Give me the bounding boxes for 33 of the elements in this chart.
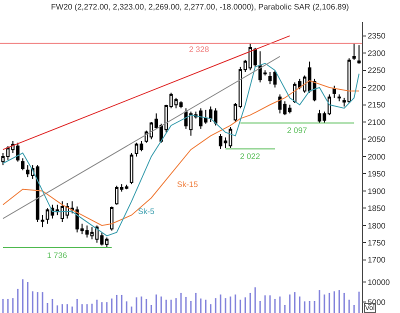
series-label: 2 097 <box>287 126 308 135</box>
candlestick <box>130 152 134 185</box>
y-tick-label: 1950 <box>368 170 386 179</box>
candlestick <box>332 85 336 98</box>
series-label: 2 022 <box>240 152 261 161</box>
y-tick-label: 2300 <box>368 48 386 58</box>
candlestick <box>357 44 361 64</box>
y-tick-label: 2000 <box>368 152 386 162</box>
candlestick <box>352 42 356 60</box>
line-series <box>2 62 360 236</box>
candlestick <box>40 214 44 228</box>
y-tick-label: 10000 <box>368 278 390 287</box>
y-tick-label: 1800 <box>368 221 386 230</box>
candlestick <box>268 72 272 85</box>
y-tick-label: 2250 <box>368 66 386 76</box>
y-tick-label: 1900 <box>368 186 386 196</box>
y-tick-label: 1700 <box>368 256 386 265</box>
series-label: Sk-15 <box>177 180 198 189</box>
candlestick <box>110 206 114 232</box>
y-tick-label: 2200 <box>368 83 386 92</box>
line-series <box>2 80 360 226</box>
ref-line-label: 2 328 <box>189 45 210 54</box>
y-tick-label: 2050 <box>368 135 386 144</box>
y-tick-label: 2350 <box>368 32 386 41</box>
y-tick-label: 2150 <box>368 100 386 110</box>
candlestick <box>21 158 24 171</box>
chart-title: FW20 (2,272.00, 2,323.00, 2,269.00, 2,277.00, -18.0000), Parabolic SAR (2,106.89) <box>51 2 350 12</box>
y-tick-label: 1750 <box>368 238 386 248</box>
y-tick-label: 2100 <box>368 118 386 127</box>
candlestick <box>338 94 341 102</box>
series-label: Sk-5 <box>138 207 155 216</box>
series-label: 1 736 <box>47 251 68 260</box>
y-tick-label: 1850 <box>368 204 386 214</box>
